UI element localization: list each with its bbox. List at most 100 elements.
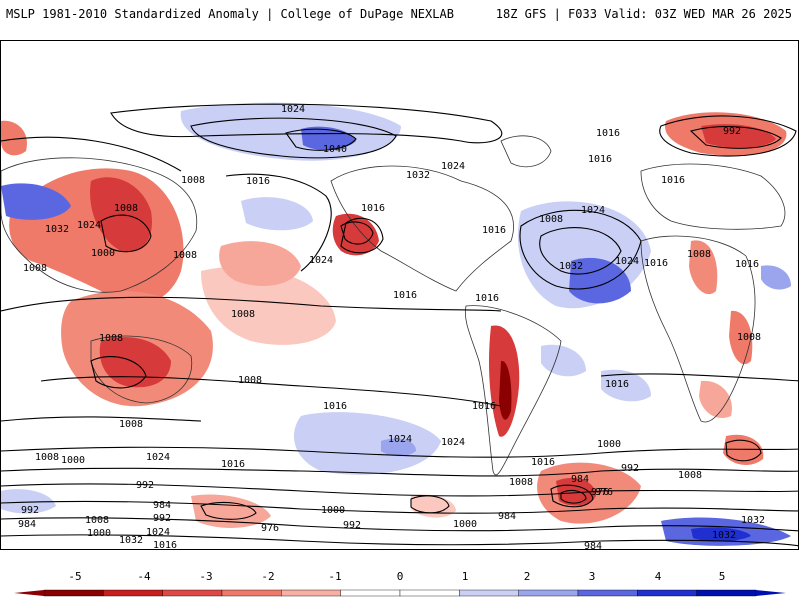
colorbar-tick-labels: -5 -4 -3 -2 -1 0 1 2 3 4 5: [0, 570, 800, 584]
isobar-label: 992: [723, 126, 741, 137]
isobar-label: 1016: [393, 290, 417, 301]
isobar-label: 1024: [281, 104, 305, 115]
anomaly-npac-neg: [219, 241, 301, 286]
isobar: [90, 356, 147, 389]
isobar-label: 1016: [482, 225, 506, 236]
isobar: [1, 296, 502, 312]
colorbar-tick: -4: [137, 570, 151, 583]
anomaly-eafrica-neg: [729, 310, 753, 365]
isobar-label: 1016: [475, 293, 499, 304]
colorbar-segment: [696, 589, 757, 597]
isobar: [550, 484, 594, 508]
isobar: [225, 173, 332, 272]
colorbar-tick: 5: [718, 570, 726, 583]
isobar-label: 992: [153, 513, 171, 524]
colorbar-segment: [399, 589, 460, 597]
isobar-label: 1016: [644, 258, 668, 269]
isobar-label: 1016: [221, 459, 245, 470]
isobar-label: 1008: [181, 175, 205, 186]
isobar: [110, 103, 503, 144]
anomaly-npac-pos: [241, 197, 313, 231]
isobar: [100, 214, 152, 253]
isobar-label: 1032: [559, 261, 583, 272]
isobar: [190, 117, 397, 159]
colorbar-bar: [14, 589, 786, 597]
isobar-label: 1016: [361, 203, 385, 214]
coastlines: [1, 135, 786, 476]
colorbar-tick: 0: [396, 570, 404, 583]
isobar-label: 1032: [45, 224, 69, 235]
isobar: [1, 416, 202, 422]
isobar-label: 1008: [23, 263, 47, 274]
colorbar-tick: -2: [261, 570, 275, 583]
isobar-label: 984: [498, 511, 516, 522]
isobar: [539, 227, 622, 275]
colorbar-segment: [340, 589, 401, 597]
anomaly-so-pos: [1, 489, 56, 514]
colorbar-segment: [221, 589, 282, 597]
isobar-label: 984: [571, 474, 589, 485]
colorbar-segment: [281, 589, 341, 597]
isobar-label: 1008: [114, 203, 138, 214]
isobar-label: 1016: [323, 401, 347, 412]
isobar-label: 992: [136, 480, 154, 491]
model-valid-time: 18Z GFS | F033 Valid: 03Z WED MAR 26 202…: [495, 7, 792, 21]
isobar: [340, 217, 384, 254]
colorbar-tick: -5: [68, 570, 82, 583]
isobar: [1, 446, 798, 458]
isobar-label: 992: [343, 520, 361, 531]
isobar-label: 1032: [712, 530, 736, 541]
isobar-label: 1000: [87, 528, 111, 539]
colorbar-tick: -1: [328, 570, 342, 583]
coast-europe: [640, 163, 786, 230]
isobar-label: 1008: [737, 332, 761, 343]
isobar-label: 1008: [238, 375, 262, 386]
isobar-label: 984: [584, 541, 602, 550]
isobar-label: 1016: [735, 259, 759, 270]
anomaly-pacific-neg: [201, 266, 336, 345]
colorbar-segment: [162, 589, 223, 597]
isobar-label: 1040: [323, 144, 347, 155]
anomaly-europe-pos: [761, 265, 791, 290]
world-map: 1024 1040 1016 1032 1024 1016 992 1008 1…: [1, 102, 798, 550]
coast-greenland: [500, 135, 552, 168]
colorbar-segment: [577, 589, 638, 597]
isobar-label: 1016: [588, 154, 612, 165]
isobar-label: 1008: [509, 477, 533, 488]
isobar-label: 1024: [581, 205, 605, 216]
isobar-label: 1000: [91, 248, 115, 259]
isobar-labels: 1024 1040 1016 1032 1024 1016 992 1008 1…: [18, 104, 765, 550]
isobar-label: 1024: [309, 255, 333, 266]
isobar-label: 1024: [146, 452, 170, 463]
isobar-label: 1008: [173, 250, 197, 261]
anomaly-satl-pos: [541, 344, 586, 377]
isobar-label: 1008: [231, 309, 255, 320]
isobar: [725, 439, 762, 462]
isobar: [200, 501, 257, 520]
anomaly-nepac-core: [701, 124, 776, 148]
coast-africa: [640, 235, 756, 423]
header: MSLP 1981-2010 Standardized Anomaly | Co…: [0, 0, 800, 28]
isobar-label: 976: [261, 523, 279, 534]
isobar-contours: [1, 103, 798, 547]
isobar-label: 1016: [246, 176, 270, 187]
isobar-label: 992: [621, 463, 639, 474]
coast-asia: [1, 157, 198, 293]
isobar-label: 976: [595, 487, 613, 498]
isobar-label: 1024: [441, 161, 465, 172]
isobar-label: 1008: [35, 452, 59, 463]
isobar-label: 1008: [687, 249, 711, 260]
coast-south-america: [464, 305, 562, 476]
isobar-label: 1000: [597, 439, 621, 450]
isobar-label: 1024: [441, 437, 465, 448]
isobar-label: 992: [21, 505, 39, 516]
isobar-label: 1008: [678, 470, 702, 481]
isobar-label: 1000: [321, 505, 345, 516]
isobar-label: 1016: [605, 379, 629, 390]
isobar-label: 1016: [153, 540, 177, 550]
isobar: [285, 128, 357, 151]
anomaly-natl-core: [569, 257, 631, 304]
colorbar-right-arrow: [756, 590, 786, 596]
isobar-label: 1024: [77, 220, 101, 231]
anomaly-safrica-neg: [699, 380, 732, 419]
